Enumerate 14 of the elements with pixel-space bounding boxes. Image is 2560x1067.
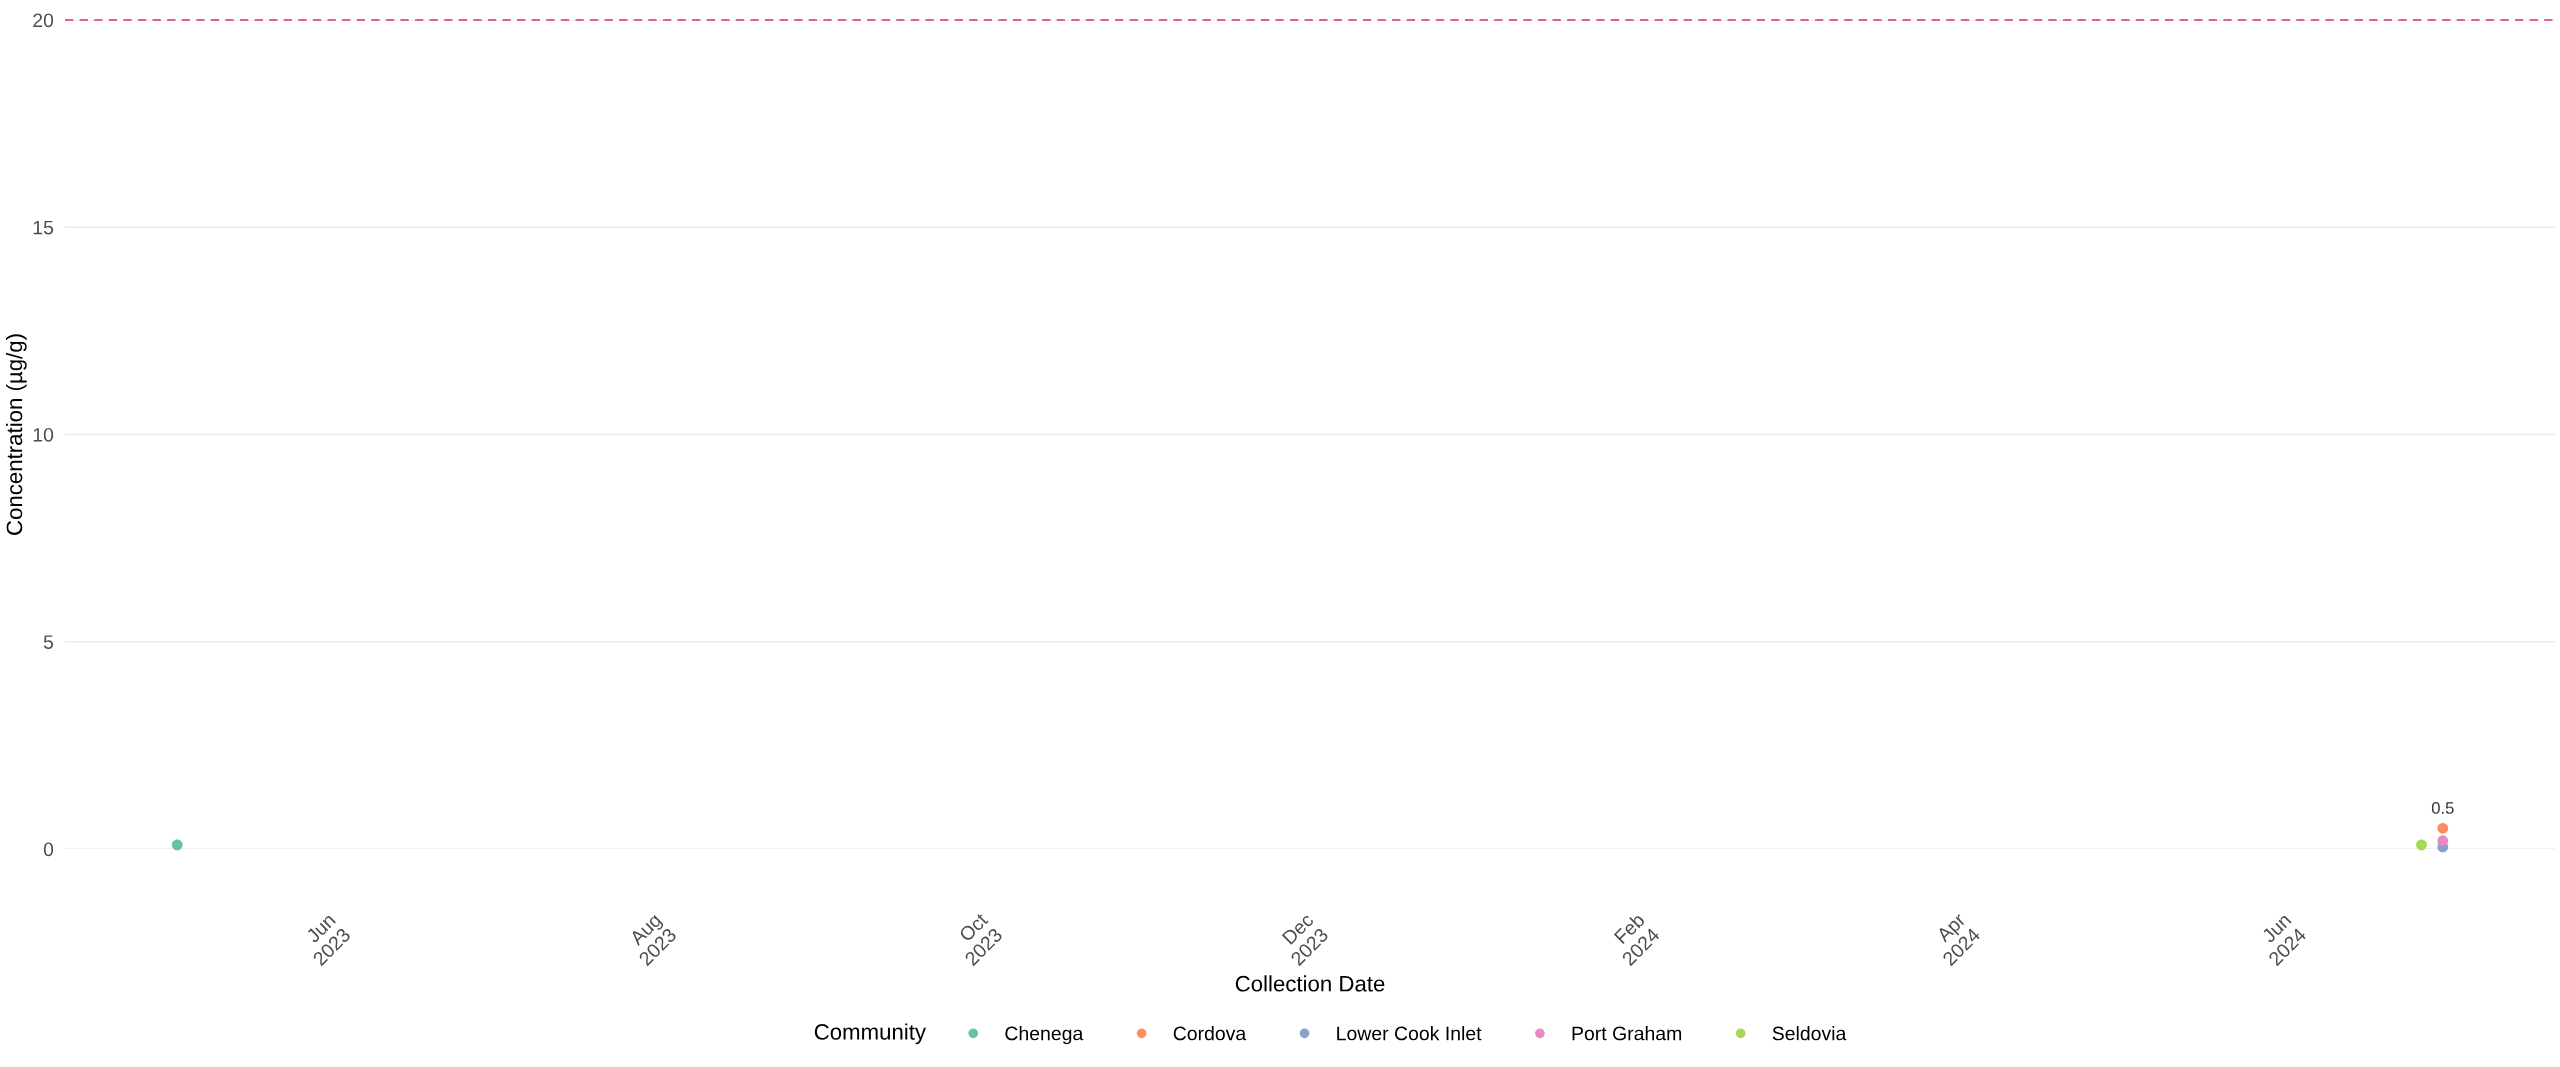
legend-label: Port Graham — [1572, 1026, 1682, 1041]
y-tick-label: 5 — [43, 635, 54, 649]
legend-title: Community — [814, 1023, 926, 1045]
y-tick-label: 10 — [33, 427, 54, 442]
legend-label: Seldovia — [1772, 1026, 1847, 1041]
x-axis-title: Collection Date — [1235, 975, 1385, 992]
y-tick-label: 20 — [33, 13, 54, 28]
data-label: 0.5 — [2431, 802, 2454, 814]
y-tick-label: 0 — [43, 842, 54, 857]
legend-label: Lower Cook Inlet — [1337, 1026, 1482, 1041]
legend-label: Cordova — [1173, 1026, 1247, 1041]
y-axis-title: Concentration (µg/g) — [5, 334, 27, 535]
y-tick-label: 15 — [33, 220, 54, 235]
legend-label: Chenega — [1005, 1026, 1084, 1045]
